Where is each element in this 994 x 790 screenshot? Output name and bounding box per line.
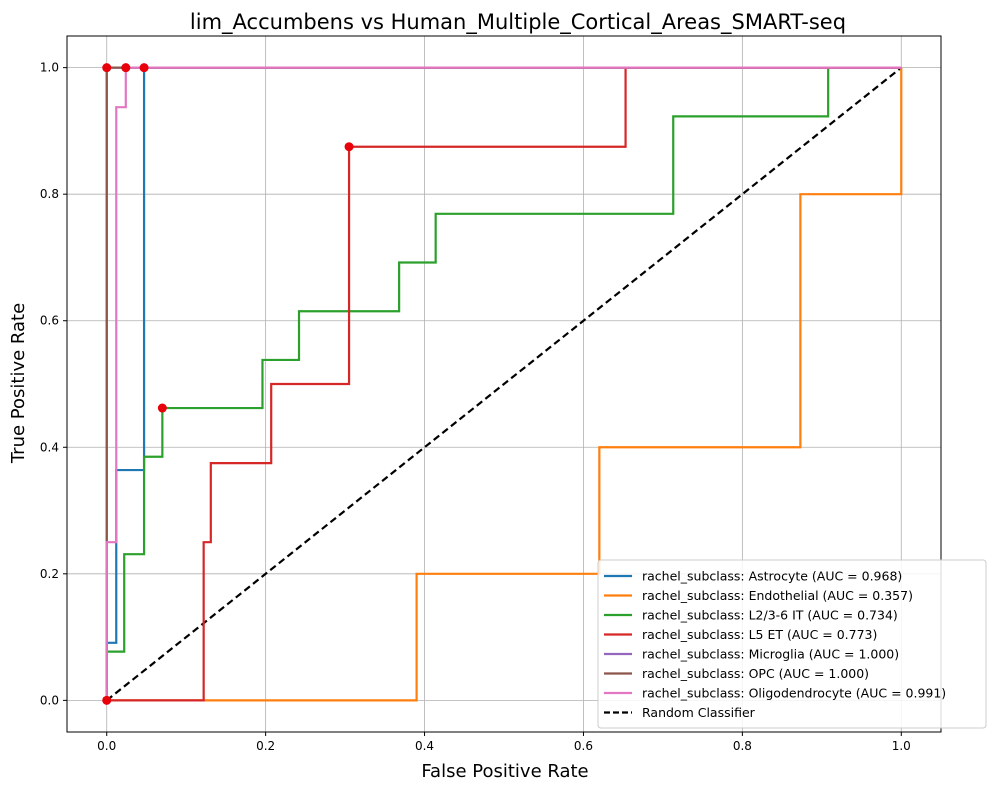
series-line-2 [105,66,902,701]
series-layer [102,63,903,705]
series-line-3 [106,66,902,702]
y-tick-label: 0.4 [40,440,59,454]
origin-marker [102,695,112,705]
legend-label-2: rachel_subclass: L2/3-6 IT (AUC = 0.734) [642,608,898,623]
threshold-marker-5 [102,63,112,73]
x-tick-label: 0.2 [256,739,275,753]
legend-label-6: rachel_subclass: Oligodendrocyte (AUC = … [642,686,946,701]
series-line-1 [106,67,903,702]
legend-label-3: rachel_subclass: L5 ET (AUC = 0.773) [642,627,877,642]
legend-label-5: rachel_subclass: OPC (AUC = 1.000) [642,666,869,681]
x-tick-label: 1.0 [892,739,911,753]
x-tick-label: 0.8 [733,739,752,753]
grid-lines [67,36,941,732]
y-tick-label: 0.2 [40,567,59,581]
legend-label-4: rachel_subclass: Microglia (AUC = 1.000) [642,647,899,662]
x-tick-label: 0.6 [574,739,593,753]
threshold-marker-6 [121,63,131,73]
x-axis-title: False Positive Rate [421,761,588,782]
legend-label-1: rachel_subclass: Endothelial (AUC = 0.35… [642,588,913,603]
random-classifier-line [106,66,902,702]
legend: rachel_subclass: Astrocyte (AUC = 0.968)… [597,559,987,729]
y-tick-label: 0.0 [40,693,59,707]
x-tick-label: 0.4 [415,739,434,753]
threshold-marker-2 [157,403,167,413]
threshold-marker-3 [344,142,354,152]
threshold-marker-0 [139,63,149,73]
legend-box [597,559,987,729]
y-axis-title: True Positive Rate [8,303,29,464]
chart-title: lim_Accumbens vs Human_Multiple_Cortical… [190,10,846,35]
legend-label-0: rachel_subclass: Astrocyte (AUC = 0.968) [642,569,902,584]
x-tick-label: 0.0 [97,739,116,753]
y-tick-label: 1.0 [40,61,59,75]
y-tick-label: 0.8 [40,187,59,201]
plot-frame [66,35,942,733]
axis-ticks: 0.0 0.2 0.4 0.6 0.8 1.0 0.0 0.2 0.4 0.6 0.8 1.0 [40,61,911,753]
legend-label-7: Random Classifier [642,705,756,720]
y-tick-label: 0.6 [40,314,59,328]
